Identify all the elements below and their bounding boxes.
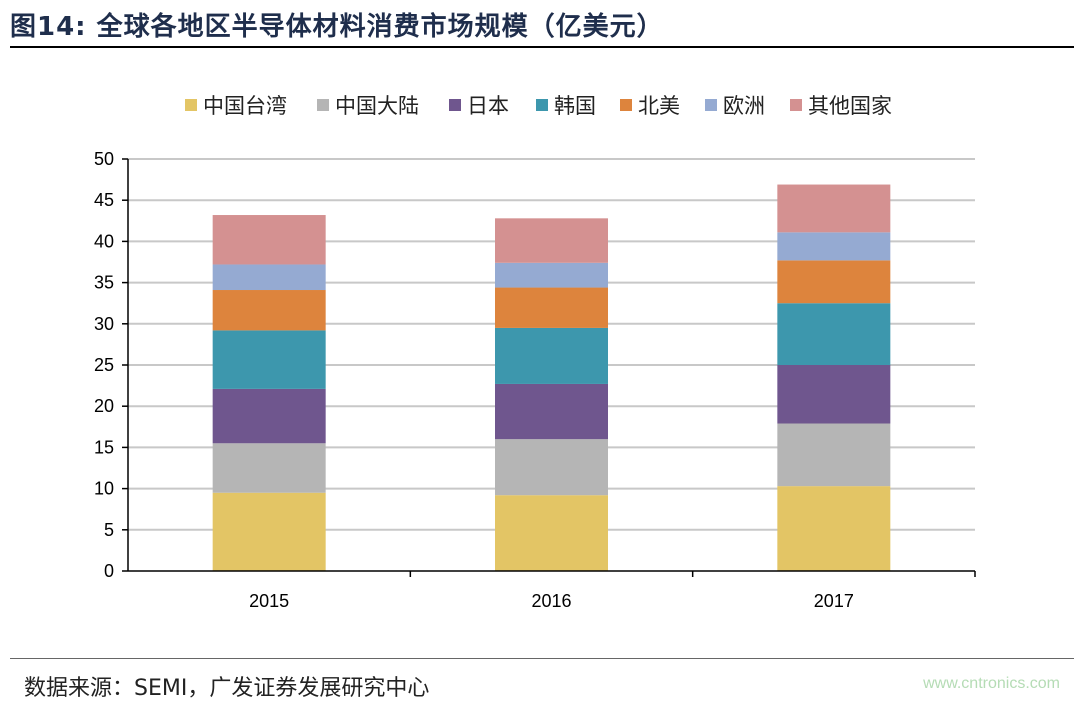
bar-segment-2017-2: [777, 365, 891, 424]
legend-item-3: 韩国: [536, 94, 596, 118]
legend: 中国台湾 中国大陆 日本 韩国 北美 欧洲 其他国家: [185, 94, 892, 118]
stacked-bar-chart: 中国台湾 中国大陆 日本 韩国 北美 欧洲 其他国家 0 5 10 15 20 25 30 35 40 45 5…: [94, 94, 976, 611]
y-tick-label: 35: [94, 273, 114, 293]
legend-swatch: [620, 99, 632, 111]
bar-segment-2017-6: [777, 184, 891, 233]
bar-segment-2016-4: [495, 287, 608, 328]
legend-label: 韩国: [554, 94, 596, 118]
bar-stack-2015: [212, 215, 326, 571]
bar-segment-2015-2: [212, 388, 326, 444]
legend-label: 中国台湾: [203, 94, 287, 118]
legend-item-4: 北美: [620, 94, 680, 118]
legend-swatch: [317, 99, 329, 111]
legend-label: 欧洲: [723, 94, 765, 118]
y-tick-label: 20: [94, 396, 114, 416]
bar-segment-2015-4: [212, 290, 326, 331]
bar-segment-2017-0: [777, 486, 891, 571]
y-tick-label: 40: [94, 231, 114, 251]
bar-segment-2016-6: [495, 218, 608, 263]
legend-swatch: [449, 99, 461, 111]
bar-segment-2017-1: [777, 423, 891, 487]
bar-segment-2017-5: [777, 232, 891, 261]
legend-item-2: 日本: [449, 94, 509, 118]
bar-stack-2016: [495, 218, 608, 571]
x-tick-label: 2015: [249, 591, 289, 611]
y-tick-label: 10: [94, 479, 114, 499]
y-tick-label: 30: [94, 314, 114, 334]
bar-segment-2016-0: [495, 495, 608, 571]
legend-swatch: [790, 99, 802, 111]
bar-segment-2015-3: [212, 330, 326, 389]
title-divider: [10, 46, 1074, 48]
x-tick-label: 2016: [531, 591, 571, 611]
bar-segment-2016-2: [495, 383, 608, 440]
source-divider: [10, 658, 1074, 659]
legend-swatch: [536, 99, 548, 111]
legend-swatch: [705, 99, 717, 111]
bar-segment-2016-5: [495, 262, 608, 288]
y-tick-label: 0: [104, 561, 114, 581]
legend-label: 日本: [467, 94, 509, 118]
legend-item-0: 中国台湾: [185, 94, 287, 118]
axes: 0 5 10 15 20 25 30 35 40 45 50 2015 2016 2017: [94, 149, 976, 611]
bar-segment-2017-3: [777, 303, 891, 365]
source-note: 数据来源：SEMI，广发证券发展研究中心: [24, 676, 430, 701]
bar-segment-2016-1: [495, 439, 608, 496]
legend-label: 北美: [638, 94, 680, 118]
legend-item-5: 欧洲: [705, 94, 765, 118]
y-tick-label: 50: [94, 149, 114, 169]
legend-label: 其他国家: [808, 94, 892, 118]
y-tick-label: 5: [104, 520, 114, 540]
bar-segment-2015-1: [212, 443, 326, 493]
bar-stack-2017: [777, 184, 891, 571]
legend-label: 中国大陆: [335, 94, 419, 118]
bar-segment-2015-5: [212, 264, 326, 291]
figure-title: 图14: 全球各地区半导体材料消费市场规模（亿美元）: [10, 12, 664, 42]
bar-segment-2015-6: [212, 215, 326, 265]
bar-segment-2015-0: [212, 492, 326, 571]
bar-stacks: [212, 184, 891, 571]
x-tick-label: 2017: [814, 591, 854, 611]
bar-segment-2016-3: [495, 327, 608, 384]
y-tick-label: 25: [94, 355, 114, 375]
y-tick-label: 15: [94, 437, 114, 457]
legend-item-1: 中国大陆: [317, 94, 419, 118]
bar-segment-2017-4: [777, 260, 891, 304]
watermark: www.cntronics.com: [923, 675, 1060, 692]
legend-swatch: [185, 99, 197, 111]
y-tick-label: 45: [94, 190, 114, 210]
legend-item-6: 其他国家: [790, 94, 892, 118]
